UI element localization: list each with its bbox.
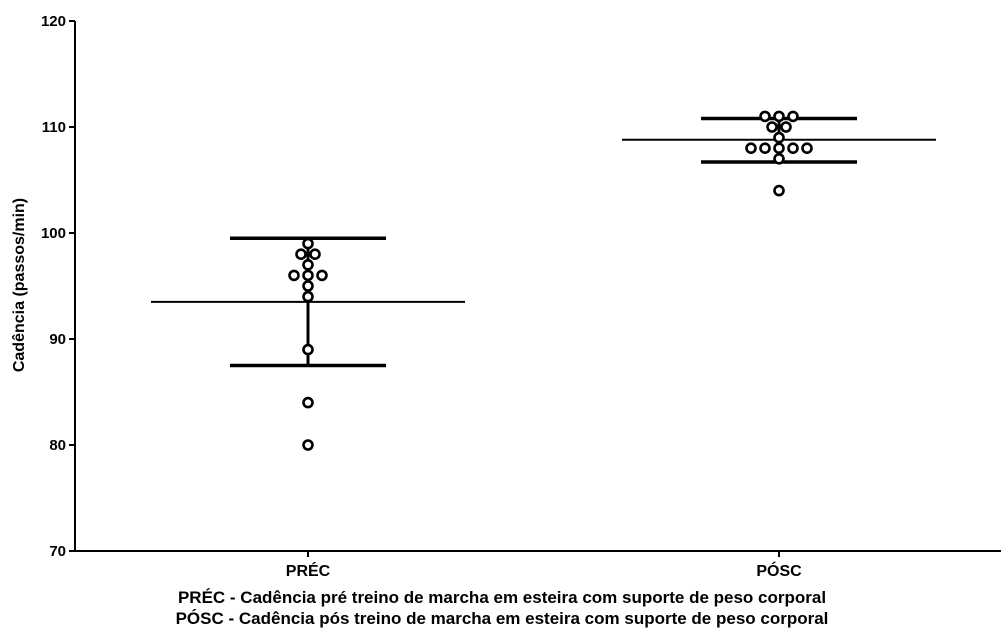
marks	[151, 110, 936, 451]
data-point	[302, 290, 314, 303]
data-point	[302, 343, 314, 356]
data-point	[302, 280, 314, 292]
data-point	[773, 131, 785, 144]
data-point	[302, 396, 314, 409]
caption-prec: PRÉC - Cadência pré treino de marcha em …	[177, 588, 827, 607]
data-point	[773, 142, 785, 154]
data-point	[773, 184, 785, 197]
data-point	[773, 153, 785, 165]
data-point	[759, 110, 771, 123]
data-point	[773, 110, 785, 123]
data-point	[295, 248, 307, 260]
data-point	[309, 248, 321, 260]
caption-posc: PÓSC - Cadência pós treino de marcha em …	[175, 609, 829, 628]
x-tick-label: PÓSC	[756, 561, 802, 580]
data-point	[745, 142, 757, 154]
data-point	[759, 142, 771, 154]
data-point	[780, 121, 792, 133]
data-point	[766, 121, 778, 133]
data-point	[302, 237, 314, 250]
data-point	[801, 142, 813, 154]
data-point	[787, 110, 799, 123]
y-tick-label: 90	[49, 331, 66, 348]
data-point	[302, 258, 314, 271]
data-point	[787, 142, 799, 154]
y-tick-label: 100	[41, 225, 66, 242]
axes: 70 80 90 100 110 120 PRÉC PÓSC	[41, 13, 1001, 580]
data-point	[302, 439, 314, 451]
x-tick-label: PRÉC	[286, 561, 331, 580]
y-tick-label: 80	[49, 437, 66, 454]
y-tick-label: 110	[42, 119, 66, 136]
y-axis-title: Cadência (passos/min)	[11, 198, 28, 372]
y-tick-label: 70	[49, 543, 66, 560]
y-tick-label: 120	[41, 13, 66, 30]
data-point	[302, 269, 314, 282]
data-point	[316, 269, 328, 282]
data-point	[288, 269, 300, 282]
